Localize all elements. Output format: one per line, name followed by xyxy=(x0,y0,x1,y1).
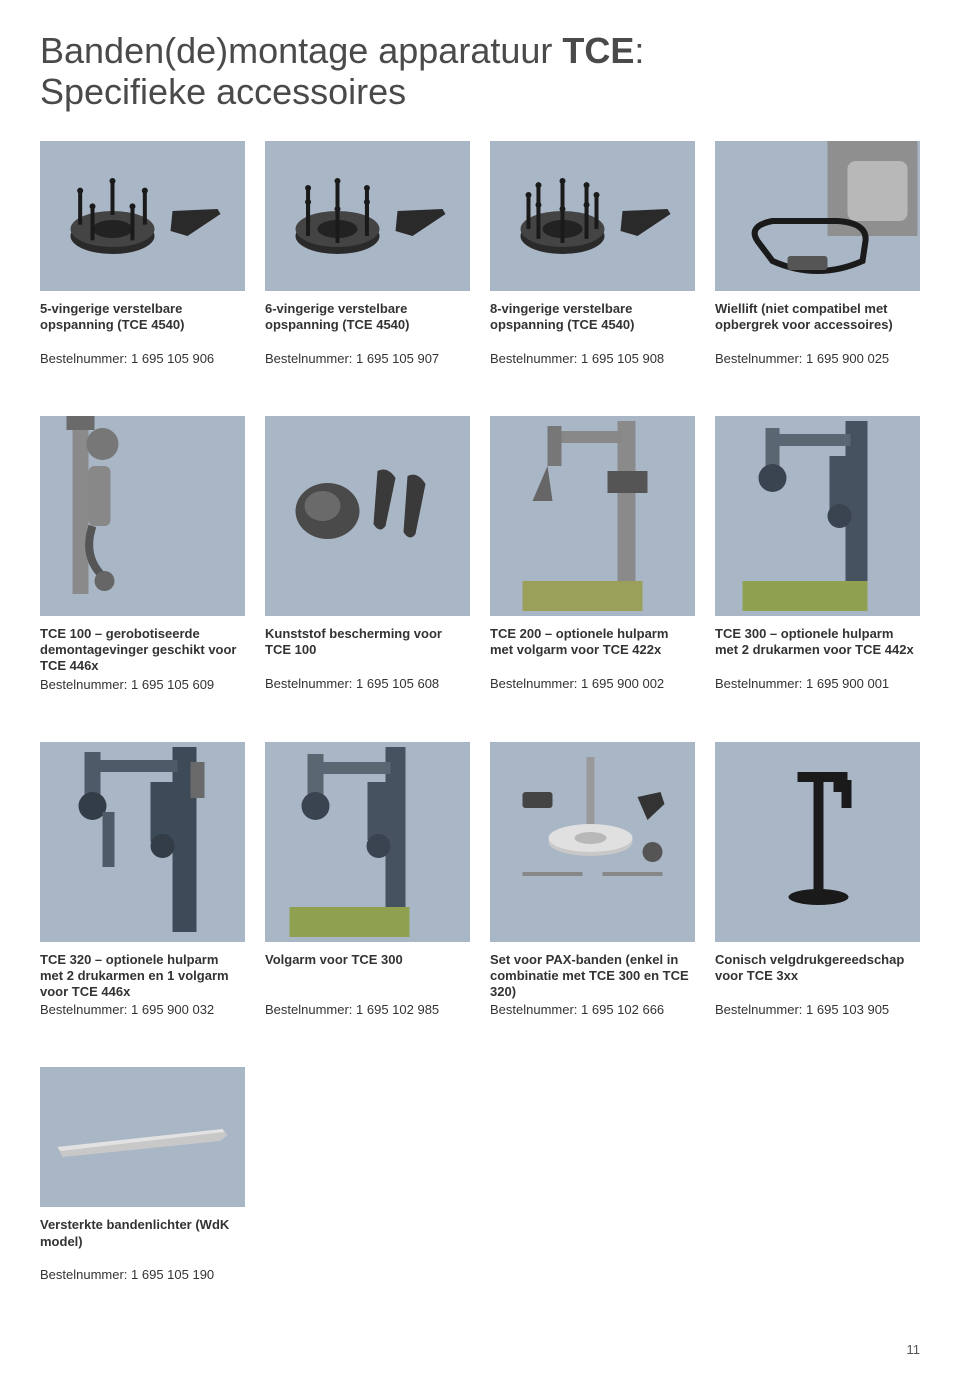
product-item: TCE 100 – gerobotiseerde demontagevinger… xyxy=(40,416,245,692)
product-image xyxy=(715,141,920,291)
product-title: Conisch velgdrukgereedschap voor TCE 3xx xyxy=(715,952,920,1000)
title-brand: TCE xyxy=(562,30,634,71)
product-image xyxy=(40,742,245,942)
product-title: Volgarm voor TCE 300 xyxy=(265,952,470,1000)
product-title: TCE 100 – gerobotiseerde demontagevinger… xyxy=(40,626,245,675)
product-title: TCE 320 – optionele hulparm met 2 drukar… xyxy=(40,952,245,1001)
product-order-number: Bestelnummer: 1 695 103 905 xyxy=(715,1002,920,1017)
product-image xyxy=(40,416,245,616)
product-title: TCE 200 – optionele hulparm met volgarm … xyxy=(490,626,695,674)
product-item: Conisch velgdrukgereedschap voor TCE 3xx… xyxy=(715,742,920,1018)
product-item: TCE 200 – optionele hulparm met volgarm … xyxy=(490,416,695,692)
product-item: 5-vingerige verstelbare opspanning (TCE … xyxy=(40,141,245,366)
product-order-number: Bestelnummer: 1 695 900 032 xyxy=(40,1002,245,1017)
product-order-number: Bestelnummer: 1 695 105 908 xyxy=(490,351,695,366)
product-item: Volgarm voor TCE 300 Bestelnummer: 1 695 … xyxy=(265,742,470,1018)
product-item: 6-vingerige verstelbare opspanning (TCE … xyxy=(265,141,470,366)
page-title: Banden(de)montage apparatuur TCE: Specif… xyxy=(40,30,920,113)
product-item: Versterkte bandenlichter (WdK model) Best… xyxy=(40,1067,245,1282)
product-title: 8-vingerige verstelbare opspanning (TCE … xyxy=(490,301,695,349)
product-order-number: Bestelnummer: 1 695 900 025 xyxy=(715,351,920,366)
product-title: TCE 300 – optionele hulparm met 2 drukar… xyxy=(715,626,920,674)
product-title: Versterkte bandenlichter (WdK model) xyxy=(40,1217,245,1265)
title-line2: Specifieke accessoires xyxy=(40,71,406,112)
product-item: 8-vingerige verstelbare opspanning (TCE … xyxy=(490,141,695,366)
product-order-number: Bestelnummer: 1 695 105 907 xyxy=(265,351,470,366)
product-order-number: Bestelnummer: 1 695 102 985 xyxy=(265,1002,470,1017)
product-order-number: Bestelnummer: 1 695 105 190 xyxy=(40,1267,245,1282)
product-order-number: Bestelnummer: 1 695 900 002 xyxy=(490,676,695,691)
page-number: 11 xyxy=(40,1342,920,1357)
product-title: Wiellift (niet compatibel met opbergrek … xyxy=(715,301,920,349)
product-image xyxy=(40,141,245,291)
product-image xyxy=(490,742,695,942)
product-item: TCE 300 – optionele hulparm met 2 drukar… xyxy=(715,416,920,692)
product-title: 5-vingerige verstelbare opspanning (TCE … xyxy=(40,301,245,349)
product-image xyxy=(715,742,920,942)
product-order-number: Bestelnummer: 1 695 105 609 xyxy=(40,677,245,692)
product-image xyxy=(490,141,695,291)
product-title: Set voor PAX-banden (enkel in combinatie… xyxy=(490,952,695,1001)
product-item: Kunststof bescherming voor TCE 100 Bestel… xyxy=(265,416,470,692)
product-image xyxy=(265,141,470,291)
product-order-number: Bestelnummer: 1 695 102 666 xyxy=(490,1002,695,1017)
product-order-number: Bestelnummer: 1 695 105 906 xyxy=(40,351,245,366)
product-image xyxy=(265,742,470,942)
product-image xyxy=(490,416,695,616)
product-order-number: Bestelnummer: 1 695 900 001 xyxy=(715,676,920,691)
product-item: TCE 320 – optionele hulparm met 2 drukar… xyxy=(40,742,245,1018)
product-item: Set voor PAX-banden (enkel in combinatie… xyxy=(490,742,695,1018)
title-part1: Banden(de)montage apparatuur xyxy=(40,30,562,71)
product-item: Wiellift (niet compatibel met opbergrek … xyxy=(715,141,920,366)
product-order-number: Bestelnummer: 1 695 105 608 xyxy=(265,676,470,691)
product-grid: 5-vingerige verstelbare opspanning (TCE … xyxy=(40,141,920,1283)
title-part2: : xyxy=(634,30,644,71)
product-title: Kunststof bescherming voor TCE 100 xyxy=(265,626,470,674)
product-title: 6-vingerige verstelbare opspanning (TCE … xyxy=(265,301,470,349)
product-image xyxy=(265,416,470,616)
product-image xyxy=(715,416,920,616)
product-image xyxy=(40,1067,245,1207)
